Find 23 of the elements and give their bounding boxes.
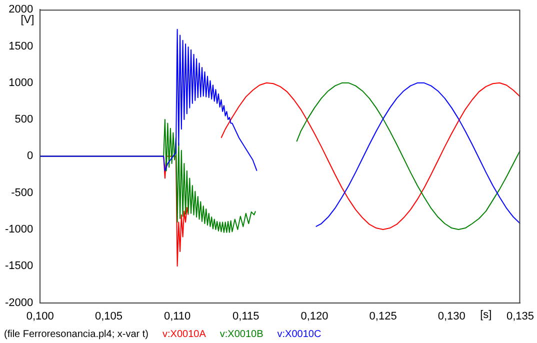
y-tick-label: -2000	[4, 296, 34, 309]
y-tick-label: 1500	[8, 40, 34, 52]
x-tick-label: 0,125	[369, 310, 397, 322]
y-tick-label: -1500	[4, 260, 34, 272]
x-tick-label: 0,120	[300, 310, 328, 322]
x-tick-label: 0,135	[506, 310, 534, 322]
text: v:X0010A	[162, 329, 206, 340]
x-tick-label: 0,100	[26, 310, 54, 322]
y-axis-title: [V]	[20, 14, 34, 26]
text: v:X0010C	[277, 329, 322, 340]
text: (file Ferroresonancia.pl4; x-var t)	[4, 329, 148, 340]
x-tick-label: 0,130	[438, 310, 466, 322]
x-tick-label: 0,110	[164, 310, 191, 322]
y-tick-label: 0	[27, 150, 34, 162]
text: v:X0010B	[220, 329, 264, 340]
x-tick-label: 0,105	[94, 310, 122, 322]
y-tick-label: 2000	[8, 4, 34, 16]
y-tick-label: 1000	[8, 76, 34, 89]
x-axis-title: [s]	[480, 308, 492, 321]
y-tick-label: -500	[11, 186, 34, 199]
x-tick-label: 0,115	[232, 310, 260, 322]
y-tick-label: 500	[14, 114, 34, 126]
y-tick-label: -1000	[4, 224, 34, 236]
